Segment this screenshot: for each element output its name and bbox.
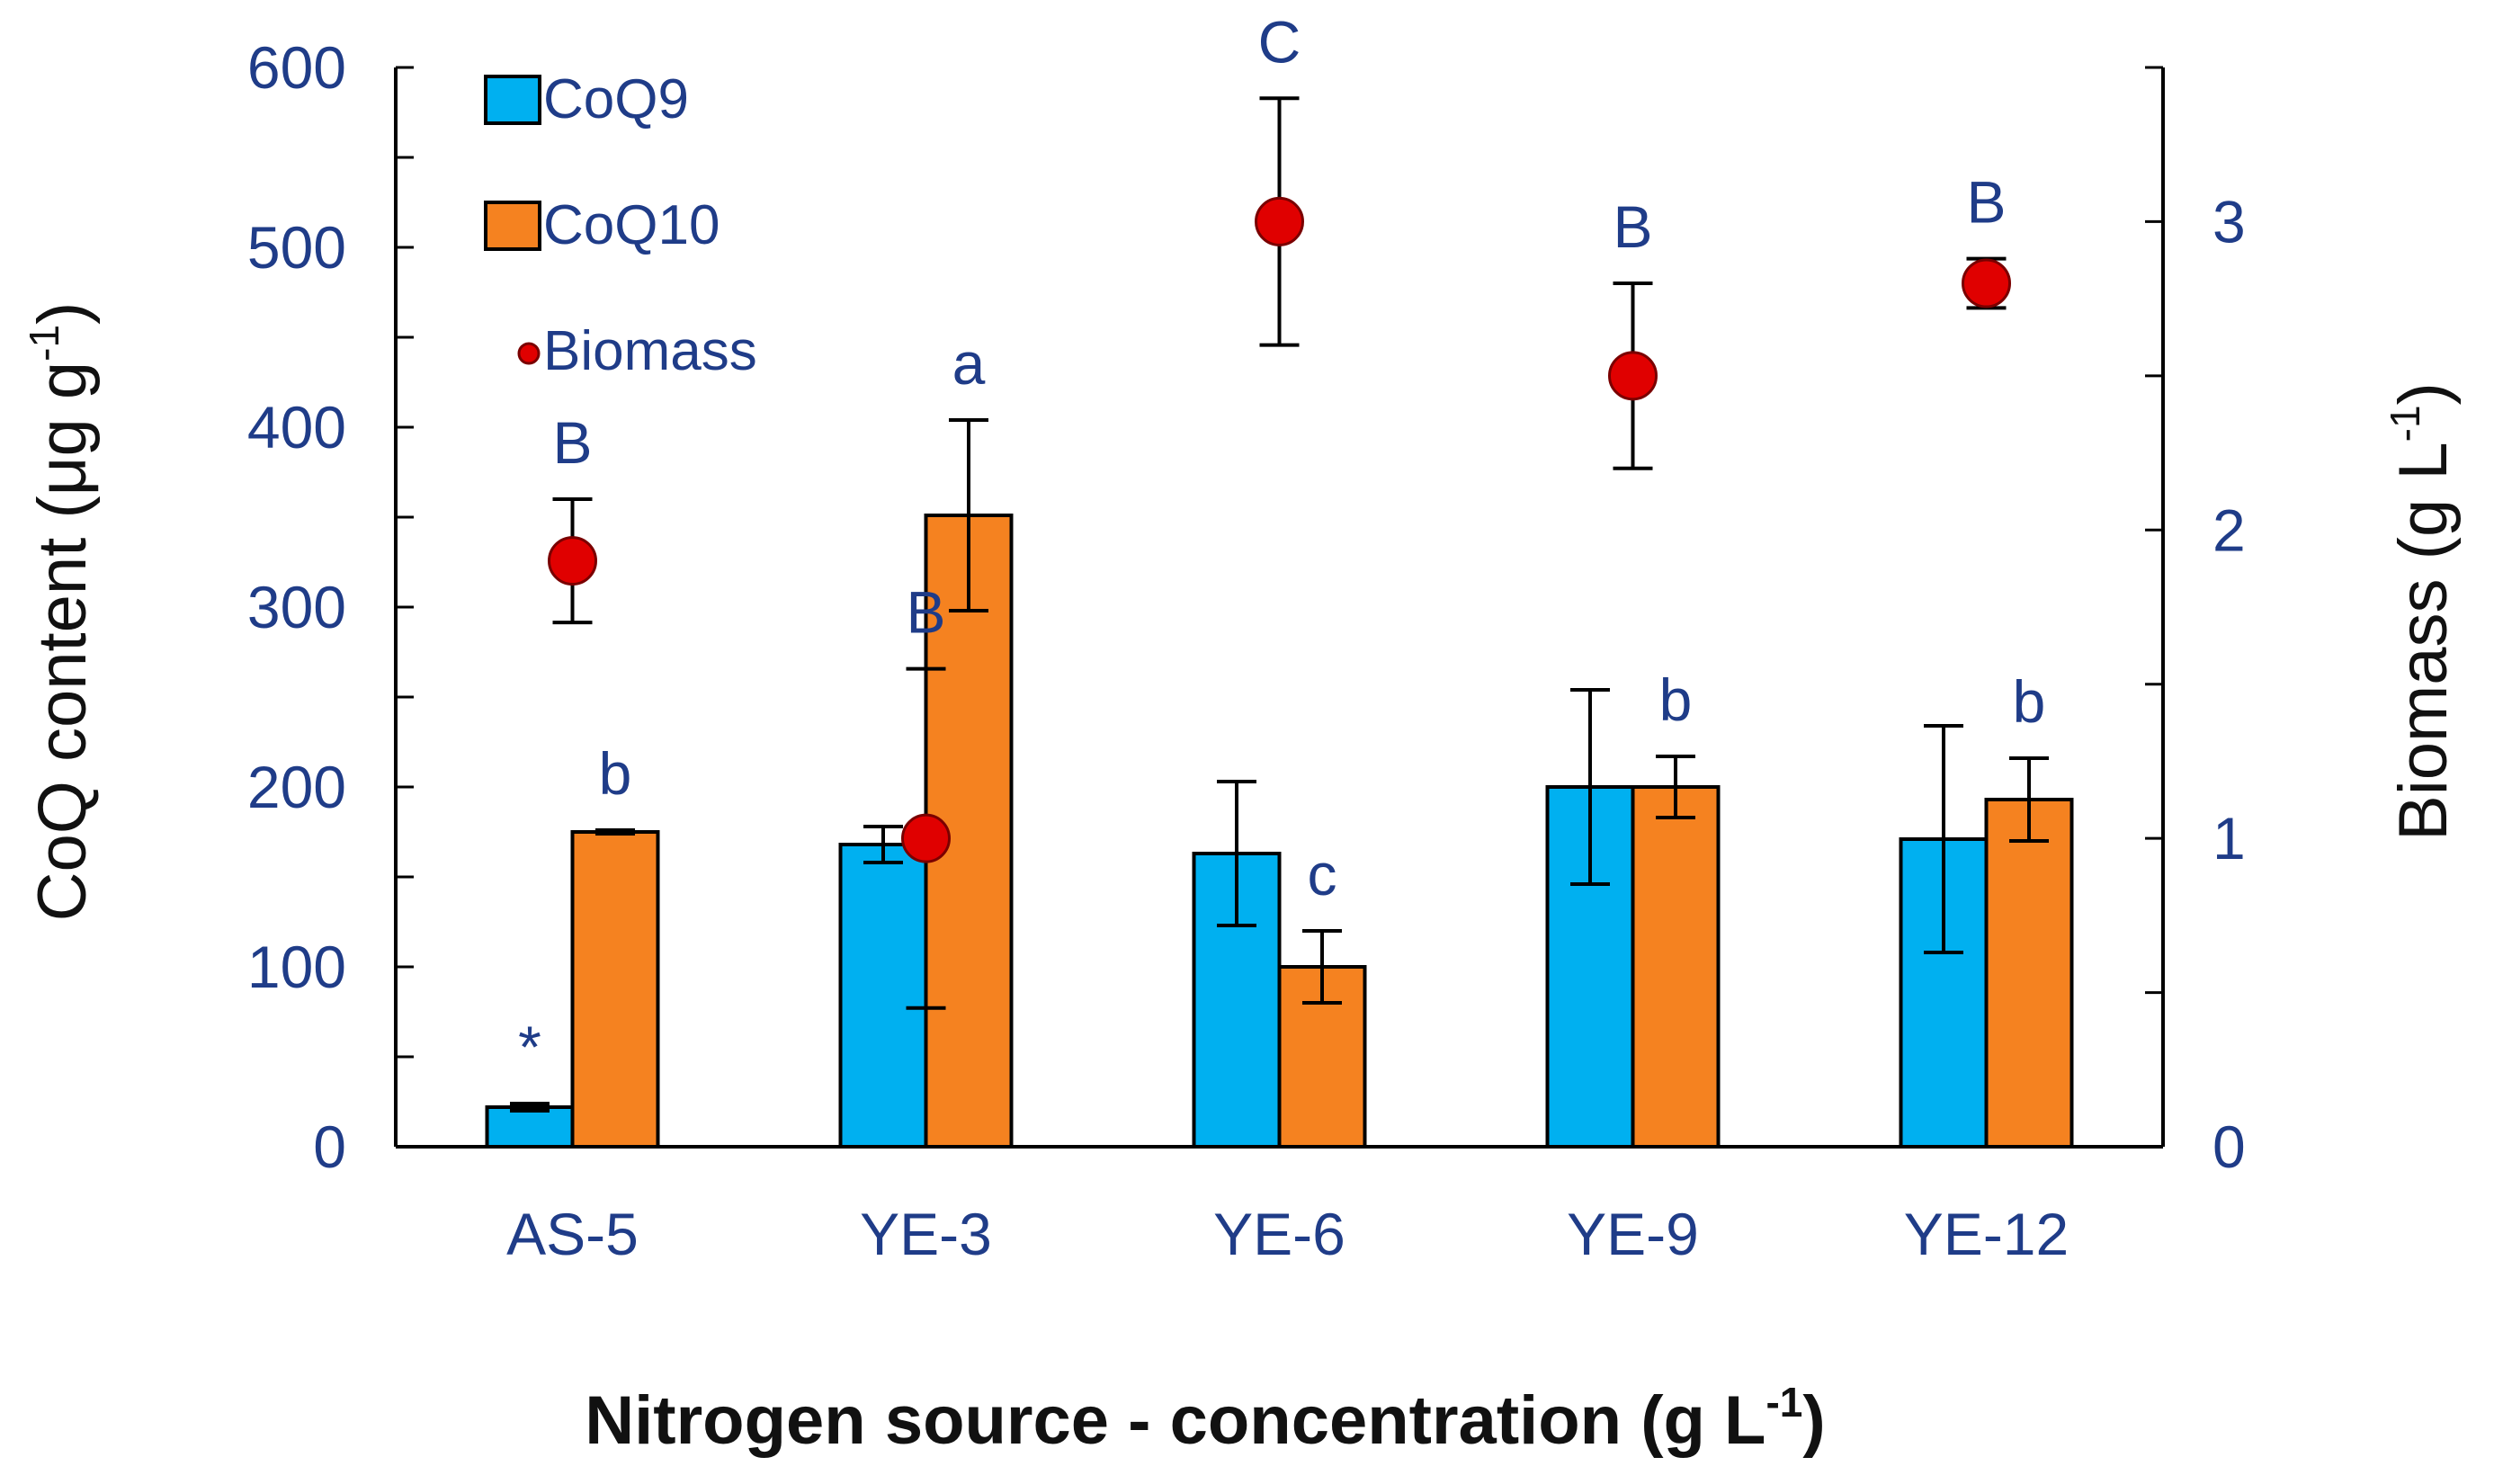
legend-label-coq10: CoQ10: [543, 194, 720, 256]
y-tick-label: 100: [247, 934, 346, 1000]
legend-label-biomass: Biomass: [543, 320, 757, 382]
bar-coq9-as-5: [485, 1105, 575, 1149]
error-bar: [2009, 756, 2049, 843]
biomass-point-ye-3: [901, 813, 951, 863]
significance-label: b: [599, 740, 632, 807]
legend-swatch-biomass: [517, 342, 541, 365]
legend: CoQ9 CoQ10 Biomass: [484, 68, 757, 382]
y-tick-label: 400: [247, 394, 346, 460]
bar-coq9-ye-3: [838, 843, 928, 1149]
error-bar: [1656, 755, 1695, 819]
significance-label: *: [518, 1014, 541, 1080]
significance-label: a: [952, 330, 986, 397]
error-bar: [1302, 929, 1342, 1005]
error-bar: [1924, 724, 1963, 954]
biomass-significance-label: B: [1966, 169, 2006, 236]
error-bar: [595, 828, 635, 836]
biomass-significance-label: B: [1613, 193, 1652, 260]
significance-labels: * b a c b b B B C B B: [518, 8, 2045, 1080]
x-tick-label: YE-6: [1213, 1201, 1345, 1267]
y-tick-label: 200: [247, 754, 346, 820]
legend-label-coq9: CoQ9: [543, 68, 689, 130]
y2-tick-label: 2: [2212, 496, 2246, 563]
y2-tick-label: 1: [2212, 805, 2246, 872]
y-tick-label: 600: [247, 34, 346, 101]
bar-coq10-as-5: [570, 830, 660, 1149]
y-axis-title: CoQ content (μg g-1): [21, 302, 101, 922]
biomass-points: [548, 96, 2011, 1010]
error-bar: [949, 418, 988, 612]
biomass-significance-label: B: [906, 579, 945, 646]
biomass-significance-label: C: [1258, 8, 1301, 75]
y2-axis-title: Biomass (g L-1): [2382, 382, 2462, 841]
legend-swatch-coq9: [484, 75, 541, 125]
biomass-point-ye-12: [1962, 258, 2011, 308]
bar-coq10-ye-9: [1631, 785, 1721, 1149]
x-tick-label: YE-12: [1904, 1201, 2069, 1267]
y-tick-label: 300: [247, 574, 346, 640]
y2-tick-label: 3: [2212, 188, 2246, 255]
biomass-point-ye-6: [1255, 196, 1304, 246]
biomass-significance-label: B: [552, 409, 592, 476]
error-bar: [510, 1102, 550, 1113]
axes: 0 100 200 300 400 500 600 0 1 2 3 AS-5 YE-3 YE-6 YE-9 Y…: [247, 34, 2246, 1267]
x-tick-label: YE-9: [1567, 1201, 1699, 1267]
significance-label: c: [1308, 841, 1337, 907]
y2-tick-label: 0: [2212, 1113, 2246, 1180]
biomass-point-ye-9: [1608, 351, 1658, 401]
bar-coq10-ye-12: [1984, 798, 2074, 1149]
x-tick-label: AS-5: [506, 1201, 639, 1267]
error-bar: [863, 825, 903, 864]
error-bar: [1570, 688, 1610, 886]
legend-swatch-coq10: [484, 201, 541, 251]
error-bar: [1217, 780, 1256, 927]
x-tick-label: YE-3: [860, 1201, 992, 1267]
significance-label: b: [1659, 666, 1693, 733]
bars: [485, 418, 2074, 1149]
y-tick-label: 500: [247, 214, 346, 281]
significance-label: b: [2013, 668, 2046, 735]
biomass-point-as-5: [548, 536, 597, 586]
y-tick-label: 0: [313, 1113, 346, 1180]
x-axis-title: Nitrogen source - concentration (g L-1): [585, 1379, 1825, 1459]
